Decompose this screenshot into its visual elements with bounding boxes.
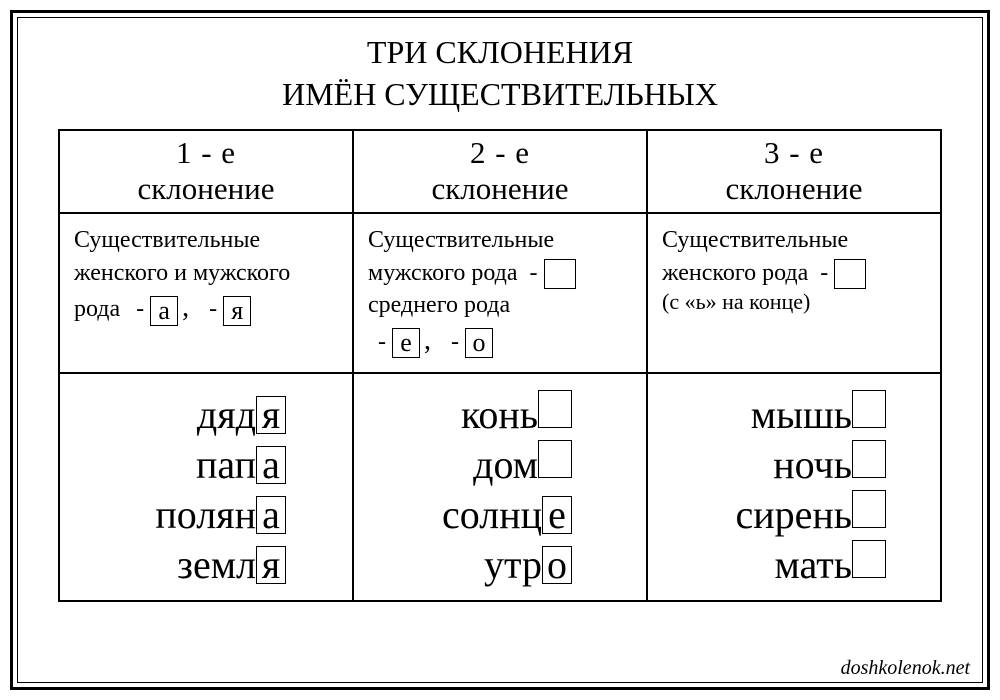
ending-box: е bbox=[542, 496, 572, 534]
watermark: doshkolenok.net bbox=[841, 657, 970, 680]
ending-box-empty bbox=[852, 490, 886, 528]
col1-examples: дядя папа поляна земля bbox=[59, 373, 353, 601]
example-word: мать bbox=[658, 540, 930, 590]
col2-header: 2 - е склонение bbox=[353, 130, 647, 213]
ending-box-empty bbox=[538, 390, 572, 428]
example-word: сирень bbox=[658, 490, 930, 540]
ending-box-empty bbox=[544, 259, 576, 289]
col2-masc-line: мужского рода - bbox=[368, 257, 632, 289]
ending-box: а bbox=[256, 446, 286, 484]
ending-box-empty bbox=[852, 540, 886, 578]
example-word: дом bbox=[364, 440, 636, 490]
col1-rule: Существительные женского и мужского рода… bbox=[59, 213, 353, 372]
outer-frame: ТРИ СКЛОНЕНИЯ ИМЁН СУЩЕСТВИТЕЛЬНЫХ 1 - е… bbox=[10, 10, 990, 690]
col3-header: 3 - е склонение bbox=[647, 130, 941, 213]
declension-table: 1 - е склонение 2 - е склонение 3 - е ск… bbox=[58, 129, 942, 601]
rule-row: Существительные женского и мужского рода… bbox=[59, 213, 941, 372]
ending-box: я bbox=[223, 296, 251, 326]
example-word: дядя bbox=[70, 390, 342, 440]
ending-box-empty bbox=[538, 440, 572, 478]
header-row: 1 - е склонение 2 - е склонение 3 - е ск… bbox=[59, 130, 941, 213]
col1-endings-line: рода -а, -я bbox=[74, 289, 338, 327]
col3-examples: мышь ночь сирень мать bbox=[647, 373, 941, 601]
title-line-2: ИМЁН СУЩЕСТВИТЕЛЬНЫХ bbox=[58, 74, 942, 116]
ending-box: я bbox=[256, 396, 286, 434]
example-word: земля bbox=[70, 540, 342, 590]
col3-fem-line: женского рода - bbox=[662, 257, 926, 289]
ending-box: я bbox=[256, 546, 286, 584]
ending-box-empty bbox=[834, 259, 866, 289]
example-word: поляна bbox=[70, 490, 342, 540]
col2-examples: конь дом солнце утро bbox=[353, 373, 647, 601]
ending-box: а bbox=[150, 296, 178, 326]
example-word: солнце bbox=[364, 490, 636, 540]
col3-rule: Существительные женского рода - (с «ь» н… bbox=[647, 213, 941, 372]
ending-box-empty bbox=[852, 440, 886, 478]
example-word: папа bbox=[70, 440, 342, 490]
inner-frame: ТРИ СКЛОНЕНИЯ ИМЁН СУЩЕСТВИТЕЛЬНЫХ 1 - е… bbox=[17, 17, 983, 683]
ending-box: е bbox=[392, 328, 420, 358]
ending-box: о bbox=[465, 328, 493, 358]
example-word: утро bbox=[364, 540, 636, 590]
examples-row: дядя папа поляна земля конь дом солнце у… bbox=[59, 373, 941, 601]
example-word: конь bbox=[364, 390, 636, 440]
ending-box: а bbox=[256, 496, 286, 534]
ending-box: о bbox=[542, 546, 572, 584]
example-word: мышь bbox=[658, 390, 930, 440]
col2-rule: Существительные мужского рода - среднего… bbox=[353, 213, 647, 372]
col1-header: 1 - е склонение bbox=[59, 130, 353, 213]
page-title: ТРИ СКЛОНЕНИЯ ИМЁН СУЩЕСТВИТЕЛЬНЫХ bbox=[58, 32, 942, 115]
example-word: ночь bbox=[658, 440, 930, 490]
title-line-1: ТРИ СКЛОНЕНИЯ bbox=[58, 32, 942, 74]
ending-box-empty bbox=[852, 390, 886, 428]
col2-endings-line: -е, -о bbox=[368, 322, 632, 360]
